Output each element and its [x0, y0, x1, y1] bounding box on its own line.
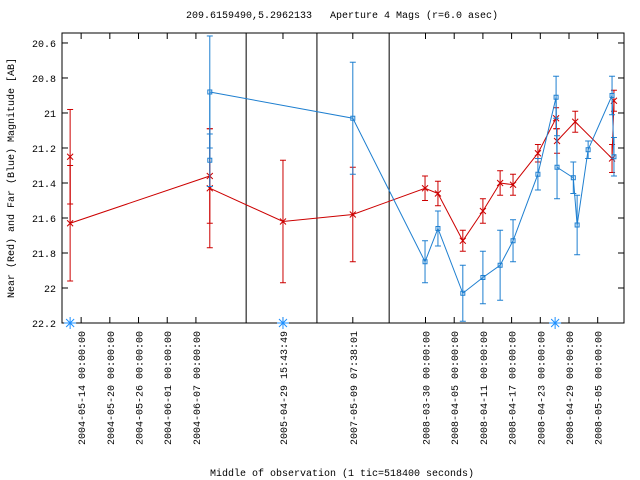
data-point	[496, 179, 504, 187]
series-line	[69, 100, 615, 242]
x-tick-label: 2008-04-05 00:00:00	[451, 331, 462, 445]
error-bar	[574, 194, 581, 256]
data-point	[421, 184, 429, 192]
error-bar	[459, 264, 466, 322]
error-bar	[534, 157, 541, 191]
y-tick-label: 22	[44, 285, 56, 296]
data-point	[509, 181, 517, 189]
error-bar	[510, 219, 517, 263]
error-bar	[479, 250, 486, 305]
y-tick-label: 21	[44, 110, 56, 121]
error-bar	[585, 140, 592, 159]
axis-marker	[549, 317, 562, 329]
x-tick-label: 2008-05-05 00:00:00	[595, 331, 606, 445]
data-point	[66, 153, 74, 161]
plot-frame	[61, 32, 625, 324]
error-bar	[206, 35, 213, 149]
error-bar	[609, 75, 616, 116]
x-axis-label: Middle of observation (1 tic=518400 seco…	[210, 468, 474, 480]
error-bar	[434, 210, 441, 247]
y-tick-label: 21.4	[32, 180, 56, 191]
data-point	[480, 274, 486, 280]
data-point	[571, 118, 579, 126]
x-tick-label: 2008-04-17 00:00:00	[509, 331, 520, 445]
y-tick-label: 20.8	[32, 75, 56, 86]
error-bar	[349, 61, 356, 175]
x-tick-label: 2008-03-30 00:00:00	[423, 331, 434, 445]
data-point	[459, 237, 467, 245]
y-tick-label: 22.2	[32, 320, 56, 331]
error-bar	[497, 229, 504, 301]
x-tick-label: 2004-05-26 00:00:00	[136, 331, 147, 445]
error-bar	[553, 75, 560, 119]
error-bar	[554, 135, 561, 200]
data-point	[497, 262, 503, 268]
axis-marker	[276, 317, 289, 329]
x-tick-label: 2004-06-01 00:00:00	[164, 331, 175, 445]
data-point	[279, 218, 287, 225]
data-point	[585, 147, 591, 153]
data-point	[422, 259, 428, 265]
data-point	[460, 290, 466, 296]
x-tick-label: 2007-05-09 07:38:01	[350, 331, 361, 445]
x-tick-label: 2004-05-14 00:00:00	[78, 331, 89, 445]
data-point	[66, 219, 74, 227]
y-tick-label: 21.2	[32, 145, 56, 156]
data-point	[435, 225, 441, 231]
x-tick-label: 2005-04-29 15:43:49	[280, 331, 291, 445]
x-tick-label: 2004-06-07 00:00:00	[193, 331, 204, 445]
data-point	[574, 222, 580, 228]
data-point	[534, 149, 542, 157]
x-tick-label: 2008-04-29 00:00:00	[566, 331, 577, 445]
data-point	[570, 175, 576, 181]
x-tick-label: 2004-05-20 00:00:00	[107, 331, 118, 445]
data-point	[349, 211, 357, 218]
data-point	[553, 94, 559, 100]
data-point	[611, 154, 617, 160]
y-axis-label: Near (Red) and Far (Blue) Magnitude [AB]	[6, 58, 18, 298]
x-tick-label: 2008-04-11 00:00:00	[480, 331, 491, 445]
data-point	[479, 207, 487, 215]
data-point	[535, 171, 541, 177]
axis-marker	[64, 317, 77, 329]
chart-title: 209.6159490,5.2962133 Aperture 4 Mags (r…	[186, 10, 498, 22]
data-point	[609, 92, 615, 98]
error-bar	[570, 161, 577, 194]
data-point	[510, 238, 516, 244]
y-tick-label: 21.8	[32, 250, 56, 261]
data-point	[207, 89, 213, 95]
y-tick-label: 20.6	[32, 40, 56, 51]
x-tick-label: 2008-04-23 00:00:00	[537, 331, 548, 445]
data-point	[350, 115, 356, 121]
error-bar	[610, 136, 617, 177]
data-point	[434, 190, 442, 197]
data-point	[207, 157, 213, 163]
y-tick-label: 21.6	[32, 215, 56, 226]
data-point	[554, 164, 560, 170]
error-bar	[422, 240, 429, 284]
